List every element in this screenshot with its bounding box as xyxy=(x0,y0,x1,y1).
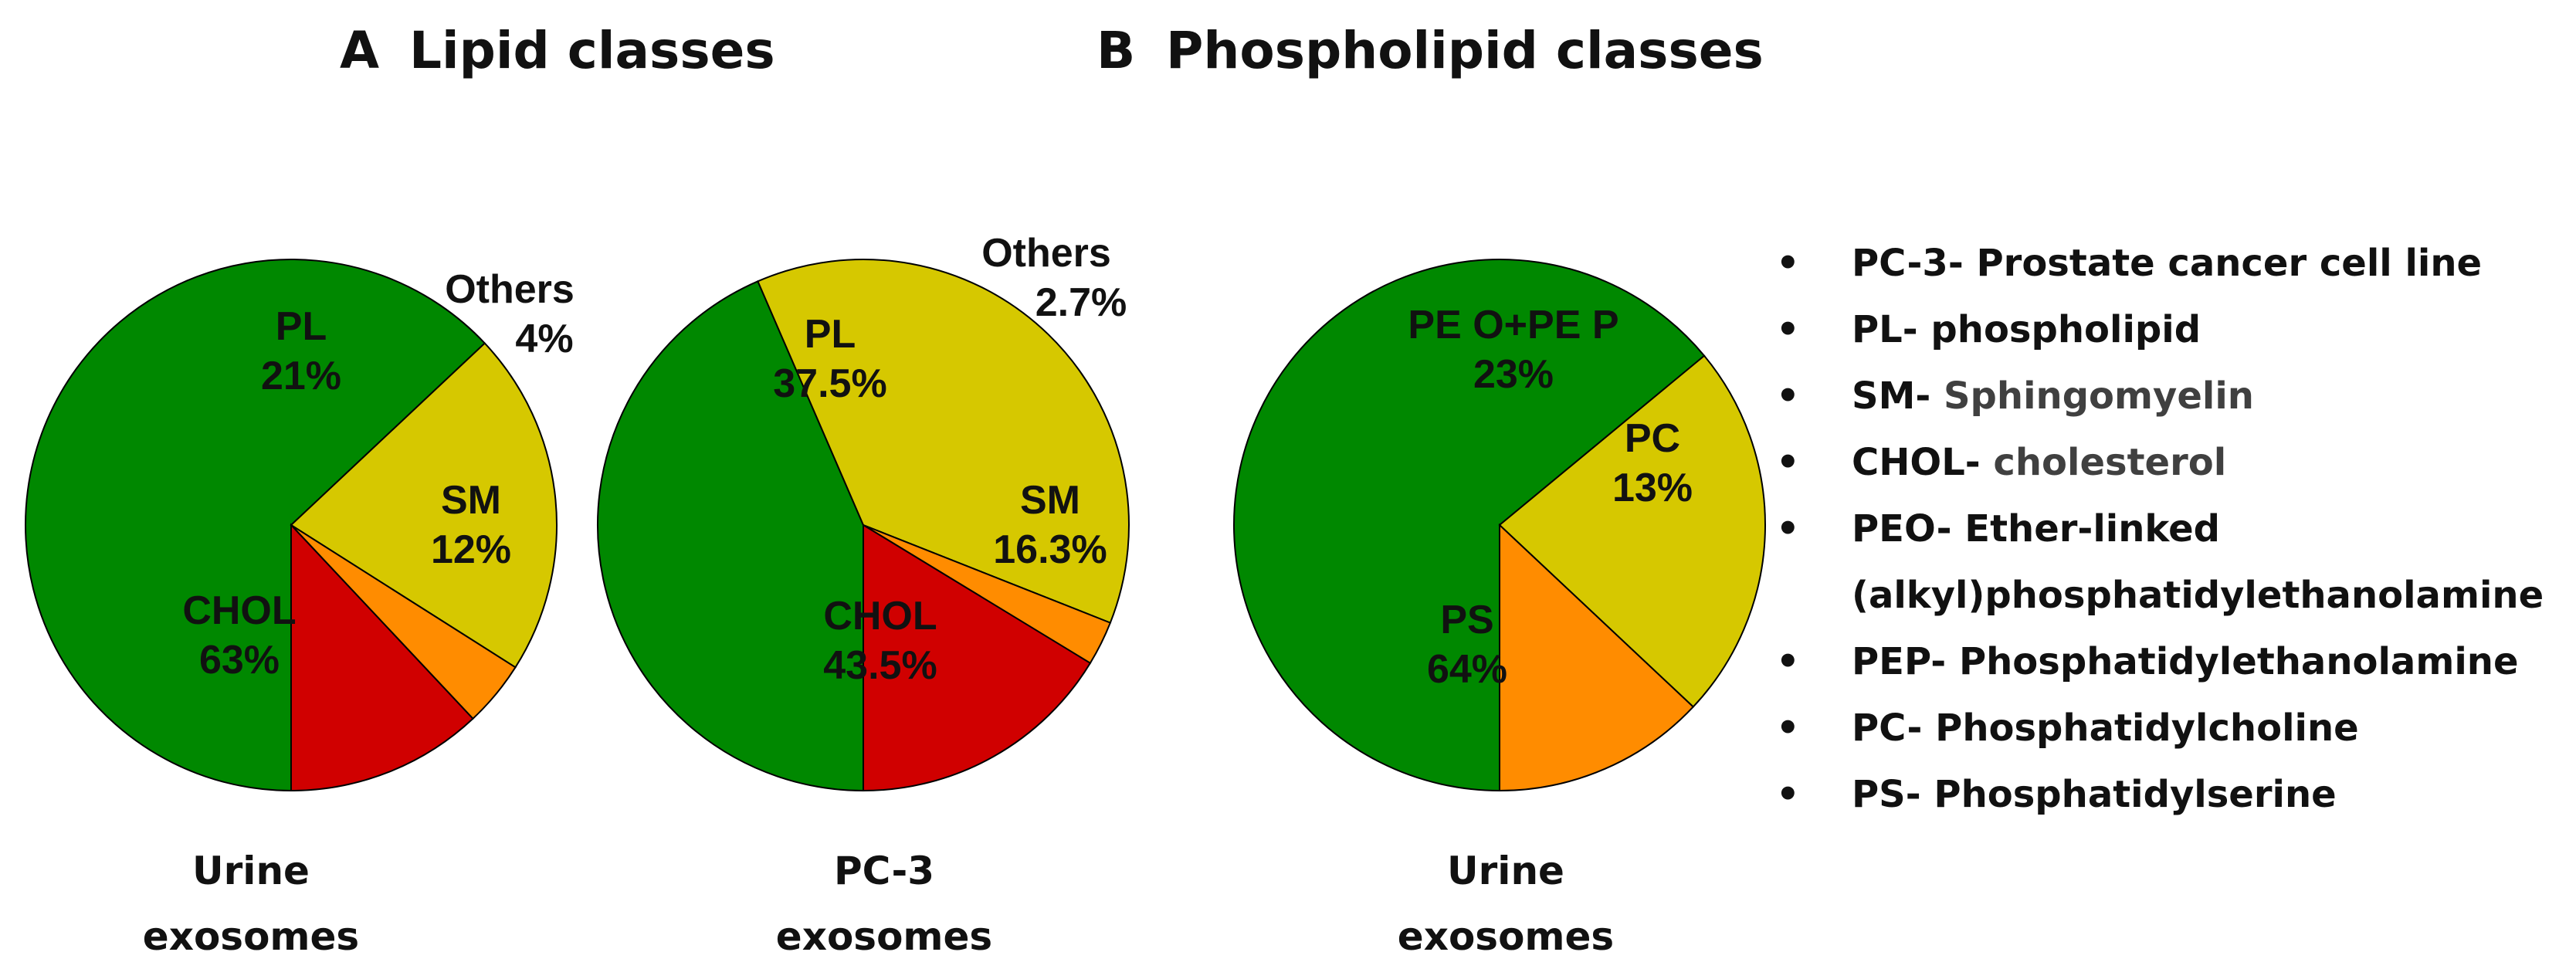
abbreviation-legend: • PC-3- Prostate cancer cell line • PL- pho… xyxy=(1776,230,2571,828)
pie-caption-line: Urine xyxy=(1447,849,1564,893)
pie-slice-pl xyxy=(757,259,1130,624)
pie-slice-sm xyxy=(290,523,474,792)
pie-slice-pl xyxy=(290,342,558,669)
legend-abbreviation: SM- xyxy=(1852,374,1944,418)
legend-abbreviation: PEP- xyxy=(1852,640,1959,683)
pie-slice-chol xyxy=(25,259,486,792)
pie-caption-line: exosomes xyxy=(1398,914,1614,959)
slice-label-others: Others xyxy=(445,267,575,312)
legend-description: Ether-linked (alkyl)phosphatidylethanola… xyxy=(1852,507,2544,617)
legend-abbreviation: PL- xyxy=(1852,308,1931,351)
legend-description: Phosphatidylcholine xyxy=(1935,706,2359,750)
slice-value-sm: 12% xyxy=(431,527,511,572)
slice-value-pl: 21% xyxy=(261,354,341,398)
slice-label-pe-o-pe-p: PE O+PE P xyxy=(1408,303,1618,347)
slice-label-ps: PS xyxy=(1440,598,1493,642)
panel-b-title: Phospholipid classes xyxy=(1166,21,1764,80)
slice-label-others: Others xyxy=(981,231,1111,276)
legend-text: SM- Sphingomyelin xyxy=(1852,363,2571,429)
slice-value-ps: 64% xyxy=(1427,647,1507,692)
pie-caption-line: PC-3 xyxy=(834,849,934,893)
legend-abbreviation: PC-3- xyxy=(1852,242,1977,285)
slice-value-others: 4% xyxy=(515,317,573,361)
pie-slice-pc xyxy=(1499,523,1695,792)
slice-label-pl: PL xyxy=(276,304,327,349)
bullet-icon: • xyxy=(1776,308,1800,351)
slice-value-sm: 16.3% xyxy=(993,527,1107,572)
legend-text: PEP- Phosphatidylethanolamine xyxy=(1852,628,2571,695)
legend-abbreviation: PS- xyxy=(1852,773,1934,816)
legend-text: PEO- Ether-linked (alkyl)phosphatidyleth… xyxy=(1852,496,2571,628)
slice-label-chol: CHOL xyxy=(182,588,296,633)
slice-label-pl: PL xyxy=(805,312,856,357)
panel-b-letter: B xyxy=(1096,21,1135,80)
legend-abbreviation: PEO- xyxy=(1852,507,1965,551)
legend-description: cholesterol xyxy=(1993,441,2227,484)
slice-value-pc: 13% xyxy=(1612,466,1693,510)
legend-description: Phosphatidylserine xyxy=(1934,773,2337,816)
slice-label-chol: CHOL xyxy=(823,594,937,639)
slice-label-pc: PC xyxy=(1625,416,1680,461)
legend-description: Sphingomyelin xyxy=(1943,374,2254,418)
legend-item: • PC-3- Prostate cancer cell line xyxy=(1776,230,2571,296)
panel-a-title: Lipid classes xyxy=(409,21,775,80)
slice-label-sm: SM xyxy=(1020,478,1080,523)
panel-a-letter: A xyxy=(340,21,379,80)
legend-text: PS- Phosphatidylserine xyxy=(1852,761,2571,828)
bullet-icon: • xyxy=(1776,374,1800,418)
legend-item: • PL- phospholipid xyxy=(1776,296,2571,363)
legend-description: Phosphatidylethanolamine xyxy=(1958,640,2519,683)
bullet-icon: • xyxy=(1776,706,1800,750)
pie-caption-line: exosomes xyxy=(776,914,992,959)
pie-chart-3: PS 64% PE O+PE P 23% PC 13% Urine exosomes xyxy=(1233,259,1766,959)
legend-item: • PS- Phosphatidylserine xyxy=(1776,761,2571,828)
pie-caption-line: Urine xyxy=(192,849,310,893)
bullet-icon: • xyxy=(1776,242,1800,285)
slice-value-pe-o-pe-p: 23% xyxy=(1473,352,1554,397)
legend-description: phospholipid xyxy=(1930,308,2201,351)
pie-slice-sm xyxy=(863,523,1092,792)
slice-label-sm: SM xyxy=(441,478,501,523)
legend-text: PL- phospholipid xyxy=(1852,296,2571,363)
bullet-icon: • xyxy=(1776,441,1800,484)
legend-item: • PEO- Ether-linked (alkyl)phosphatidylet… xyxy=(1776,496,2571,628)
pie-slice-chol xyxy=(596,280,864,792)
pie-slice-ps xyxy=(1233,259,1706,792)
bullet-icon: • xyxy=(1776,640,1800,683)
legend-text: PC-3- Prostate cancer cell line xyxy=(1852,230,2571,296)
slice-value-others: 2.7% xyxy=(1035,280,1127,325)
legend-item: • PEP- Phosphatidylethanolamine xyxy=(1776,628,2571,695)
legend-text: PC- Phosphatidylcholine xyxy=(1852,695,2571,761)
slice-value-pl: 37.5% xyxy=(773,361,886,406)
legend-abbreviation: CHOL- xyxy=(1852,441,1994,484)
bullet-icon: • xyxy=(1776,773,1800,816)
pie-slice-pe-o-pe-p xyxy=(1498,354,1766,708)
legend-item: • SM- Sphingomyelin xyxy=(1776,363,2571,429)
legend-item: • PC- Phosphatidylcholine xyxy=(1776,695,2571,761)
legend-text: CHOL- cholesterol xyxy=(1852,429,2571,496)
legend-description: Prostate cancer cell line xyxy=(1976,242,2483,285)
slice-value-chol: 63% xyxy=(199,638,280,683)
pie-caption-line: exosomes xyxy=(143,914,359,959)
legend-item: • CHOL- cholesterol xyxy=(1776,429,2571,496)
legend-abbreviation: PC- xyxy=(1852,706,1936,750)
slice-value-chol: 43.5% xyxy=(823,643,937,688)
bullet-icon: • xyxy=(1776,507,1800,551)
pie-charts: CHOL63%PL21%Others4%SM12%UrineexosomesCH… xyxy=(25,231,1766,959)
